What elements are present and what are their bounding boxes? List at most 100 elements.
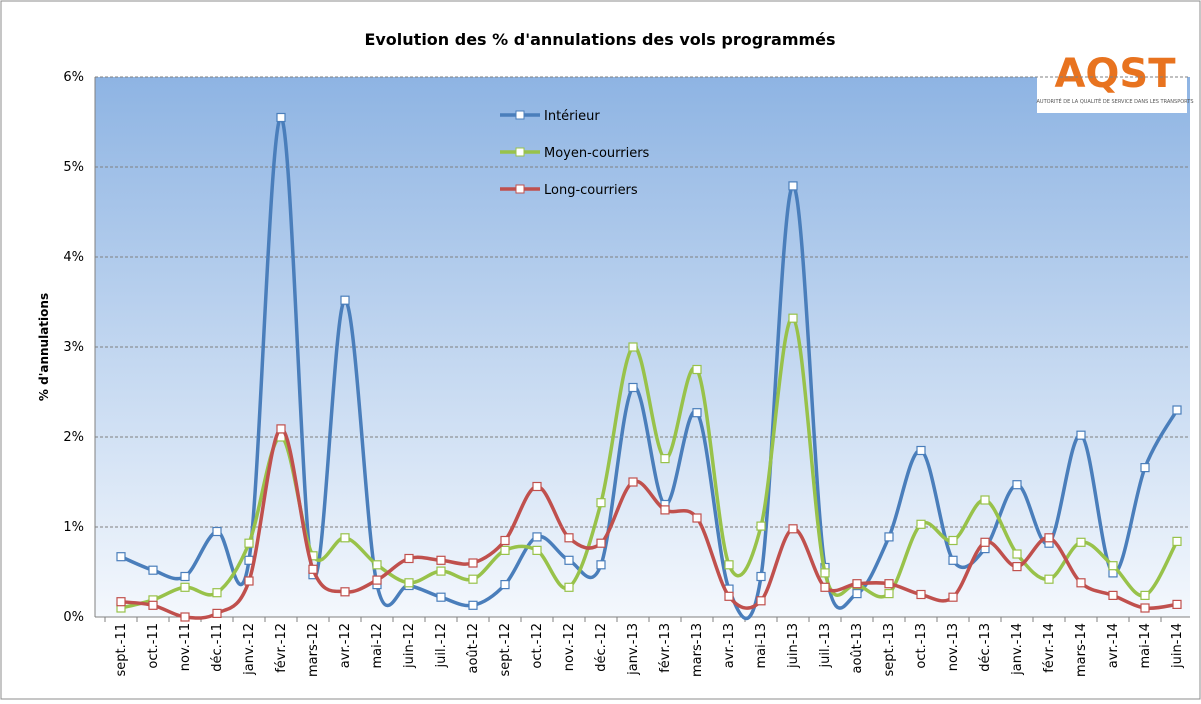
logo-box xyxy=(1037,45,1187,113)
marker xyxy=(980,495,990,505)
marker xyxy=(756,596,766,606)
marker xyxy=(372,575,382,585)
x-tick-label: janv.-13 xyxy=(626,623,641,676)
marker xyxy=(436,566,446,576)
marker xyxy=(532,481,542,492)
x-tick-label: févr.-12 xyxy=(274,623,289,673)
marker xyxy=(692,364,702,375)
marker xyxy=(1076,430,1086,440)
x-tick-label: avr.-12 xyxy=(338,623,353,668)
marker xyxy=(244,576,254,586)
x-tick-label: mai-12 xyxy=(370,623,385,668)
x-tick-label: févr.-13 xyxy=(658,623,673,673)
marker xyxy=(724,560,734,570)
marker xyxy=(1012,480,1022,490)
marker xyxy=(788,524,798,534)
marker xyxy=(212,588,222,598)
marker xyxy=(212,526,222,537)
marker xyxy=(756,571,766,582)
marker xyxy=(1140,603,1150,613)
marker xyxy=(916,445,926,456)
y-tick-label: 3% xyxy=(63,340,84,355)
x-tick-label: juin-13 xyxy=(786,623,801,669)
marker xyxy=(724,591,734,601)
marker xyxy=(628,382,638,393)
x-tick-label: janv.-12 xyxy=(242,623,257,676)
x-tick-label: avr.-14 xyxy=(1106,623,1121,668)
marker xyxy=(276,424,286,434)
marker xyxy=(308,564,318,574)
marker xyxy=(500,579,510,590)
marker xyxy=(980,537,990,547)
marker xyxy=(340,533,350,543)
marker xyxy=(244,538,254,548)
marker xyxy=(692,513,702,523)
marker xyxy=(948,592,958,602)
marker xyxy=(596,498,606,508)
y-tick-label: 2% xyxy=(63,430,84,445)
marker xyxy=(884,532,894,542)
marker xyxy=(180,571,190,582)
marker xyxy=(340,295,350,305)
marker xyxy=(1172,405,1182,415)
x-tick-label: sept.-12 xyxy=(498,623,513,677)
logo-text: AQST xyxy=(1054,51,1176,97)
marker xyxy=(1108,561,1118,571)
marker xyxy=(948,555,958,565)
y-tick-label: 0% xyxy=(63,610,84,625)
marker xyxy=(180,612,190,622)
marker xyxy=(916,519,926,529)
legend-label: Intérieur xyxy=(544,109,600,124)
marker xyxy=(1012,549,1022,559)
x-tick-label: août-12 xyxy=(466,623,481,674)
marker xyxy=(468,574,478,584)
marker xyxy=(276,112,286,123)
marker xyxy=(116,597,126,607)
x-tick-label: sept.-11 xyxy=(114,623,129,677)
legend-marker xyxy=(515,110,525,120)
marker xyxy=(1108,590,1118,601)
legend-label: Moyen-courriers xyxy=(544,146,650,161)
marker xyxy=(820,582,830,592)
y-tick-label: 6% xyxy=(63,70,84,85)
marker xyxy=(564,555,574,565)
x-tick-label: déc.-13 xyxy=(978,623,993,672)
x-tick-label: mai-14 xyxy=(1138,623,1153,668)
marker xyxy=(404,553,414,564)
marker xyxy=(1140,463,1150,473)
x-tick-label: déc.-11 xyxy=(210,623,225,672)
marker xyxy=(532,532,542,542)
y-tick-label: 5% xyxy=(63,160,84,175)
x-tick-label: oct.-12 xyxy=(530,623,545,669)
marker xyxy=(852,579,862,589)
marker xyxy=(404,578,414,588)
marker xyxy=(1172,536,1182,547)
marker xyxy=(468,558,478,568)
marker xyxy=(148,565,158,575)
marker xyxy=(1044,533,1054,543)
legend-marker xyxy=(515,184,525,194)
marker xyxy=(628,342,638,352)
marker xyxy=(436,592,446,602)
marker xyxy=(1012,561,1022,572)
x-tick-label: avr.-13 xyxy=(722,623,737,668)
x-tick-label: févr.-14 xyxy=(1042,623,1057,673)
y-axis-label: % d'annulations xyxy=(37,293,51,401)
marker xyxy=(436,555,446,565)
marker xyxy=(852,588,862,599)
marker xyxy=(564,533,574,543)
marker xyxy=(212,608,222,619)
x-tick-label: nov.-12 xyxy=(562,623,577,671)
marker xyxy=(692,408,702,418)
marker xyxy=(788,181,798,191)
x-tick-label: oct.-11 xyxy=(146,623,161,669)
x-tick-label: mars-13 xyxy=(690,623,705,677)
marker xyxy=(372,560,382,570)
x-tick-label: oct.-13 xyxy=(914,623,929,669)
marker xyxy=(884,579,894,589)
marker xyxy=(788,313,798,323)
x-tick-label: juin-12 xyxy=(402,623,417,669)
marker xyxy=(500,535,510,546)
